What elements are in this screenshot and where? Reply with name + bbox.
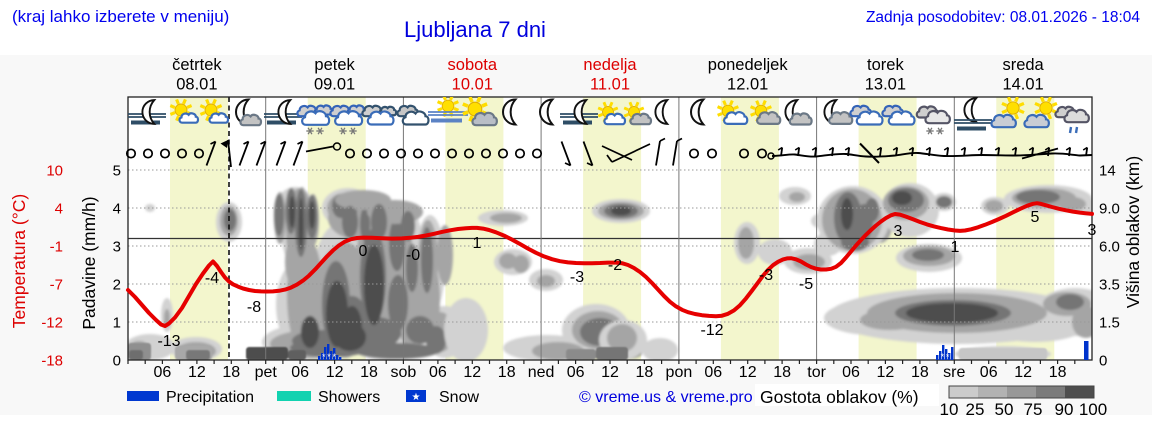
svg-text:Zadnja posodobitev: 08.01.2026: Zadnja posodobitev: 08.01.2026 - 18:04 xyxy=(866,9,1140,26)
svg-text:-0: -0 xyxy=(406,247,420,264)
svg-text:1: 1 xyxy=(951,239,960,256)
svg-text:4: 4 xyxy=(113,201,121,218)
svg-text:-7: -7 xyxy=(50,277,63,294)
svg-text:0: 0 xyxy=(1099,353,1107,370)
svg-text:Precipitation: Precipitation xyxy=(166,389,254,406)
svg-text:3: 3 xyxy=(1088,222,1097,239)
svg-text:5: 5 xyxy=(113,163,121,180)
svg-text:50: 50 xyxy=(995,400,1014,419)
svg-text:tor: tor xyxy=(807,364,826,381)
svg-text:Snow: Snow xyxy=(439,389,479,406)
svg-text:12.01: 12.01 xyxy=(727,76,768,94)
svg-text:Temperatura (°C): Temperatura (°C) xyxy=(9,194,29,328)
svg-text:-8: -8 xyxy=(247,299,261,316)
svg-text:-1: -1 xyxy=(50,239,63,256)
svg-text:13.01: 13.01 xyxy=(865,76,906,94)
svg-text:14.01: 14.01 xyxy=(1002,76,1043,94)
svg-text:12: 12 xyxy=(739,364,757,381)
svg-text:12: 12 xyxy=(463,364,481,381)
svg-text:-12: -12 xyxy=(700,322,723,339)
svg-text:18: 18 xyxy=(773,364,791,381)
svg-text:12: 12 xyxy=(1014,364,1032,381)
svg-text:ponedeljek: ponedeljek xyxy=(708,56,789,74)
svg-text:14: 14 xyxy=(1099,163,1116,180)
svg-text:06: 06 xyxy=(842,364,860,381)
svg-text:12: 12 xyxy=(877,364,895,381)
svg-text:ned: ned xyxy=(528,364,555,381)
svg-text:pon: pon xyxy=(666,364,693,381)
svg-text:12: 12 xyxy=(188,364,206,381)
svg-text:pet: pet xyxy=(255,364,278,381)
svg-text:09.01: 09.01 xyxy=(314,76,355,94)
svg-text:★: ★ xyxy=(412,392,421,403)
svg-text:18: 18 xyxy=(636,364,654,381)
svg-text:18: 18 xyxy=(911,364,929,381)
svg-text:100: 100 xyxy=(1079,400,1107,419)
svg-text:petek: petek xyxy=(314,56,355,74)
svg-text:-2: -2 xyxy=(608,257,622,274)
svg-text:-13: -13 xyxy=(157,333,180,350)
svg-text:12: 12 xyxy=(601,364,619,381)
svg-text:10: 10 xyxy=(940,400,959,419)
svg-text:6.0: 6.0 xyxy=(1099,239,1120,256)
svg-text:Višina oblakov (km): Višina oblakov (km) xyxy=(1123,156,1143,308)
svg-text:-3: -3 xyxy=(570,269,584,286)
svg-text:08.01: 08.01 xyxy=(176,76,217,94)
svg-text:Padavine (mm/h): Padavine (mm/h) xyxy=(79,196,99,329)
svg-text:12: 12 xyxy=(326,364,344,381)
svg-text:10.01: 10.01 xyxy=(452,76,493,94)
svg-text:06: 06 xyxy=(567,364,585,381)
svg-text:06: 06 xyxy=(429,364,447,381)
svg-text:-4: -4 xyxy=(205,270,219,287)
svg-text:9.0: 9.0 xyxy=(1099,201,1120,218)
svg-text:(kraj lahko izberete v meniju): (kraj lahko izberete v meniju) xyxy=(12,7,229,26)
svg-text:18: 18 xyxy=(1049,364,1067,381)
svg-text:torek: torek xyxy=(867,56,904,74)
svg-text:18: 18 xyxy=(222,364,240,381)
svg-text:1: 1 xyxy=(473,235,482,252)
svg-text:-5: -5 xyxy=(799,276,813,293)
svg-text:06: 06 xyxy=(291,364,309,381)
svg-text:Gostota oblakov (%): Gostota oblakov (%) xyxy=(760,387,919,407)
svg-text:11.01: 11.01 xyxy=(590,76,630,94)
svg-text:sobota: sobota xyxy=(448,56,498,74)
svg-text:06: 06 xyxy=(980,364,998,381)
svg-text:1.5: 1.5 xyxy=(1099,315,1120,332)
svg-text:18: 18 xyxy=(360,364,378,381)
svg-text:25: 25 xyxy=(966,400,985,419)
svg-text:06: 06 xyxy=(704,364,722,381)
svg-text:četrtek: četrtek xyxy=(172,56,222,74)
svg-text:3.5: 3.5 xyxy=(1099,277,1120,294)
svg-text:0: 0 xyxy=(359,243,368,260)
svg-text:-18: -18 xyxy=(41,353,63,370)
svg-text:3: 3 xyxy=(113,239,121,256)
svg-text:Showers: Showers xyxy=(318,389,380,406)
svg-text:3: 3 xyxy=(894,223,903,240)
svg-text:0: 0 xyxy=(113,353,121,370)
svg-text:10: 10 xyxy=(46,163,63,180)
svg-text:2: 2 xyxy=(113,277,121,294)
svg-text:75: 75 xyxy=(1024,400,1043,419)
svg-text:1: 1 xyxy=(113,315,121,332)
svg-text:sob: sob xyxy=(391,364,417,381)
svg-text:* * *: * * * xyxy=(322,352,337,362)
svg-text:4: 4 xyxy=(55,201,63,218)
svg-text:5: 5 xyxy=(1031,209,1040,226)
svg-text:sre: sre xyxy=(943,364,965,381)
svg-text:18: 18 xyxy=(498,364,516,381)
svg-text:06: 06 xyxy=(154,364,172,381)
svg-text:-3: -3 xyxy=(759,267,773,284)
svg-text:sreda: sreda xyxy=(1002,56,1044,74)
svg-text:© vreme.us & vreme.pro: © vreme.us & vreme.pro xyxy=(579,389,753,406)
svg-text:Ljubljana 7 dni: Ljubljana 7 dni xyxy=(404,17,546,42)
svg-text:* *: * * xyxy=(941,352,950,362)
svg-text:nedelja: nedelja xyxy=(583,56,637,74)
svg-text:90: 90 xyxy=(1055,400,1074,419)
svg-text:-12: -12 xyxy=(41,315,63,332)
